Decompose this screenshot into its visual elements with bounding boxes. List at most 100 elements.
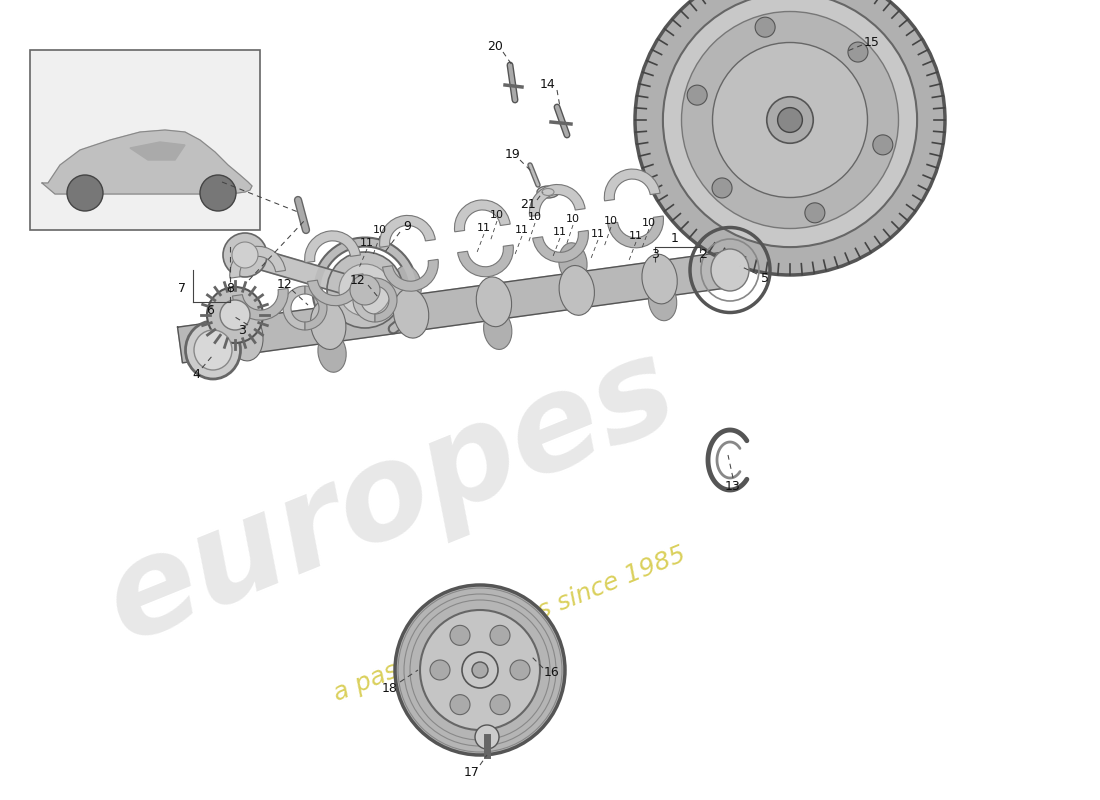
Text: 7: 7 bbox=[178, 282, 186, 294]
Text: 3: 3 bbox=[238, 323, 246, 337]
Circle shape bbox=[663, 0, 917, 247]
Text: 21: 21 bbox=[520, 198, 536, 211]
Ellipse shape bbox=[310, 300, 345, 350]
Circle shape bbox=[223, 233, 267, 277]
Circle shape bbox=[475, 725, 499, 749]
Text: 12: 12 bbox=[350, 274, 366, 286]
Text: 10: 10 bbox=[642, 218, 656, 228]
Ellipse shape bbox=[476, 277, 512, 326]
Ellipse shape bbox=[318, 333, 346, 372]
Circle shape bbox=[767, 97, 813, 143]
Ellipse shape bbox=[394, 288, 429, 338]
Ellipse shape bbox=[186, 321, 241, 379]
Circle shape bbox=[350, 275, 380, 305]
Text: 6: 6 bbox=[206, 303, 213, 317]
Polygon shape bbox=[130, 142, 185, 160]
Ellipse shape bbox=[228, 288, 255, 328]
Text: 18: 18 bbox=[382, 682, 398, 694]
Text: 5: 5 bbox=[761, 271, 769, 285]
Ellipse shape bbox=[711, 249, 749, 291]
Circle shape bbox=[635, 0, 945, 275]
Circle shape bbox=[420, 610, 540, 730]
Circle shape bbox=[450, 626, 470, 646]
Polygon shape bbox=[42, 130, 252, 194]
Text: 11: 11 bbox=[515, 225, 529, 235]
Wedge shape bbox=[353, 278, 375, 322]
Circle shape bbox=[832, 47, 848, 63]
Circle shape bbox=[450, 694, 470, 714]
Wedge shape bbox=[230, 246, 286, 278]
Circle shape bbox=[232, 242, 258, 268]
Circle shape bbox=[220, 300, 250, 330]
Text: 16: 16 bbox=[544, 666, 560, 678]
Circle shape bbox=[67, 175, 103, 211]
Wedge shape bbox=[379, 215, 436, 247]
Circle shape bbox=[805, 203, 825, 223]
Text: 11: 11 bbox=[629, 231, 644, 241]
Circle shape bbox=[755, 17, 775, 37]
Circle shape bbox=[462, 652, 498, 688]
Text: 17: 17 bbox=[464, 766, 480, 778]
Text: 13: 13 bbox=[725, 481, 741, 494]
Wedge shape bbox=[232, 288, 288, 320]
Ellipse shape bbox=[537, 186, 559, 198]
Text: 10: 10 bbox=[604, 216, 618, 226]
Text: 19: 19 bbox=[505, 149, 521, 162]
Wedge shape bbox=[529, 185, 585, 216]
Wedge shape bbox=[458, 245, 514, 277]
Circle shape bbox=[207, 287, 263, 343]
Wedge shape bbox=[454, 200, 510, 232]
Polygon shape bbox=[242, 246, 367, 300]
Circle shape bbox=[778, 108, 802, 133]
Text: 15: 15 bbox=[865, 35, 880, 49]
Text: 10: 10 bbox=[373, 225, 387, 235]
Text: 10: 10 bbox=[566, 214, 580, 224]
Wedge shape bbox=[607, 216, 663, 248]
Text: 20: 20 bbox=[487, 39, 503, 53]
Text: 11: 11 bbox=[360, 238, 374, 248]
Circle shape bbox=[395, 585, 565, 755]
Circle shape bbox=[682, 11, 899, 229]
Ellipse shape bbox=[649, 281, 676, 321]
Text: 11: 11 bbox=[591, 229, 605, 239]
Text: 10: 10 bbox=[490, 210, 504, 220]
Circle shape bbox=[713, 42, 868, 198]
Ellipse shape bbox=[559, 266, 594, 315]
Wedge shape bbox=[375, 278, 397, 322]
Ellipse shape bbox=[484, 310, 512, 350]
Text: 4: 4 bbox=[192, 369, 200, 382]
Text: 11: 11 bbox=[477, 223, 491, 233]
Ellipse shape bbox=[642, 254, 678, 304]
Text: 11: 11 bbox=[553, 227, 566, 237]
Ellipse shape bbox=[393, 266, 421, 306]
Circle shape bbox=[200, 175, 236, 211]
Circle shape bbox=[472, 662, 488, 678]
Wedge shape bbox=[283, 286, 305, 330]
Wedge shape bbox=[308, 274, 363, 306]
Text: 8: 8 bbox=[226, 282, 234, 294]
Ellipse shape bbox=[559, 242, 587, 282]
Bar bbox=[30, 50, 260, 230]
Wedge shape bbox=[532, 230, 588, 262]
Wedge shape bbox=[305, 286, 327, 330]
Circle shape bbox=[510, 660, 530, 680]
Text: a passion for parts since 1985: a passion for parts since 1985 bbox=[330, 542, 690, 706]
Text: 2: 2 bbox=[700, 249, 707, 262]
Circle shape bbox=[339, 264, 390, 316]
Wedge shape bbox=[604, 169, 660, 201]
Circle shape bbox=[327, 252, 403, 328]
Wedge shape bbox=[383, 259, 438, 291]
Text: 1: 1 bbox=[671, 231, 679, 245]
Text: 12: 12 bbox=[277, 278, 293, 291]
Circle shape bbox=[490, 694, 510, 714]
Circle shape bbox=[490, 626, 510, 646]
Circle shape bbox=[688, 85, 707, 105]
Circle shape bbox=[712, 178, 732, 198]
Ellipse shape bbox=[194, 330, 232, 370]
Text: europes: europes bbox=[88, 324, 694, 668]
Text: 3: 3 bbox=[651, 249, 659, 262]
Circle shape bbox=[848, 42, 868, 62]
Text: 10: 10 bbox=[528, 212, 542, 222]
Wedge shape bbox=[305, 231, 361, 262]
Text: 9: 9 bbox=[403, 219, 411, 233]
